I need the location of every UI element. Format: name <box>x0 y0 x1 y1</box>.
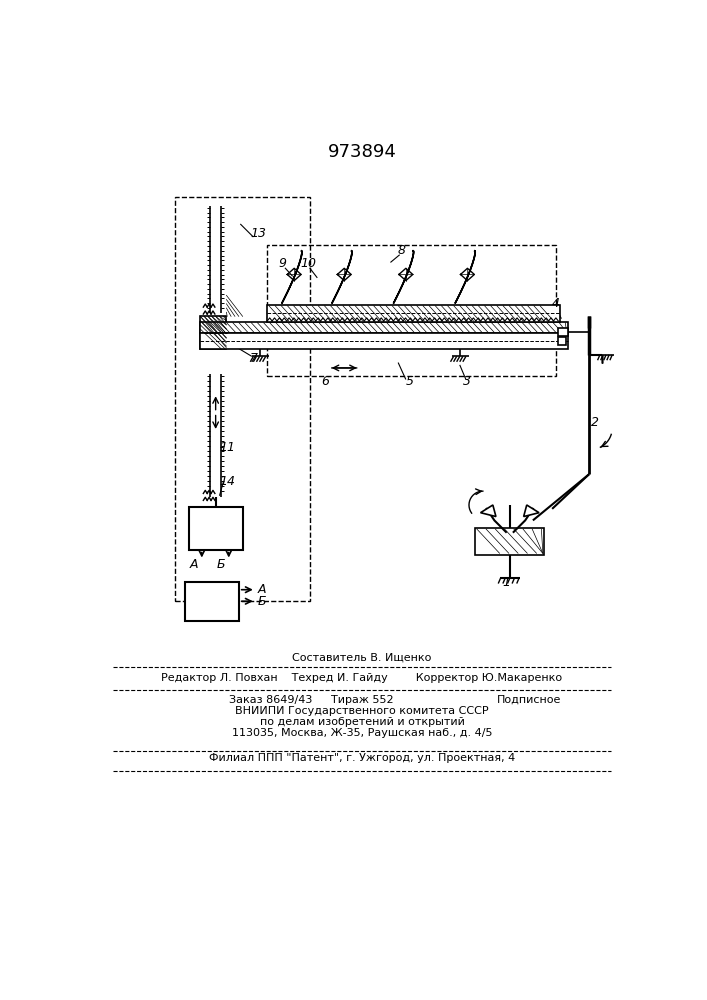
Text: Тираж 552: Тираж 552 <box>331 695 393 705</box>
Text: 8: 8 <box>398 244 406 257</box>
Text: Заказ 8649/43: Заказ 8649/43 <box>229 695 312 705</box>
Bar <box>200 333 568 349</box>
Text: 14: 14 <box>219 475 235 488</box>
Text: 13: 13 <box>250 227 266 240</box>
Text: 10: 10 <box>300 257 316 270</box>
Text: А: А <box>190 558 199 571</box>
Text: Редактор Л. Повхан    Техред И. Гайду        Корректор Ю.Макаренко: Редактор Л. Повхан Техред И. Гайду Корре… <box>161 673 563 683</box>
Polygon shape <box>455 251 475 303</box>
Bar <box>185 582 239 620</box>
Text: Б: Б <box>257 595 266 608</box>
Text: 973894: 973894 <box>327 143 397 161</box>
Text: 15: 15 <box>202 594 221 609</box>
Text: 4: 4 <box>552 297 560 310</box>
Bar <box>559 337 566 345</box>
Text: 7: 7 <box>250 352 258 365</box>
Polygon shape <box>332 251 352 303</box>
Text: 5: 5 <box>406 375 414 388</box>
Bar <box>267 245 556 376</box>
Bar <box>267 305 560 322</box>
Text: Филиал ППП "Патент", г. Ужгород, ул. Проектная, 4: Филиал ППП "Патент", г. Ужгород, ул. Про… <box>209 753 515 763</box>
Bar <box>200 322 568 333</box>
Text: 2: 2 <box>590 416 599 429</box>
Text: 6: 6 <box>321 375 329 388</box>
Text: 9: 9 <box>279 257 286 270</box>
Text: 11: 11 <box>219 441 235 454</box>
Polygon shape <box>481 505 496 517</box>
Polygon shape <box>282 251 302 303</box>
Bar <box>175 197 310 601</box>
Polygon shape <box>524 505 539 517</box>
Text: А: А <box>257 583 266 596</box>
Text: Б: Б <box>217 558 226 571</box>
Polygon shape <box>394 251 414 303</box>
Bar <box>475 528 544 555</box>
Text: 12: 12 <box>206 521 226 536</box>
Text: Составитель В. Ищенко: Составитель В. Ищенко <box>292 652 432 662</box>
Text: 3: 3 <box>464 375 472 388</box>
Text: 1: 1 <box>502 576 510 588</box>
Bar <box>200 316 226 349</box>
Bar <box>189 507 243 550</box>
Bar <box>559 328 568 336</box>
Text: 113035, Москва, Ж-35, Раушская наб., д. 4/5: 113035, Москва, Ж-35, Раушская наб., д. … <box>232 728 492 738</box>
Text: по делам изобретений и открытий: по делам изобретений и открытий <box>259 717 464 727</box>
Text: Подписное: Подписное <box>497 695 561 705</box>
Text: ВНИИПИ Государственного комитета СССР: ВНИИПИ Государственного комитета СССР <box>235 706 489 716</box>
